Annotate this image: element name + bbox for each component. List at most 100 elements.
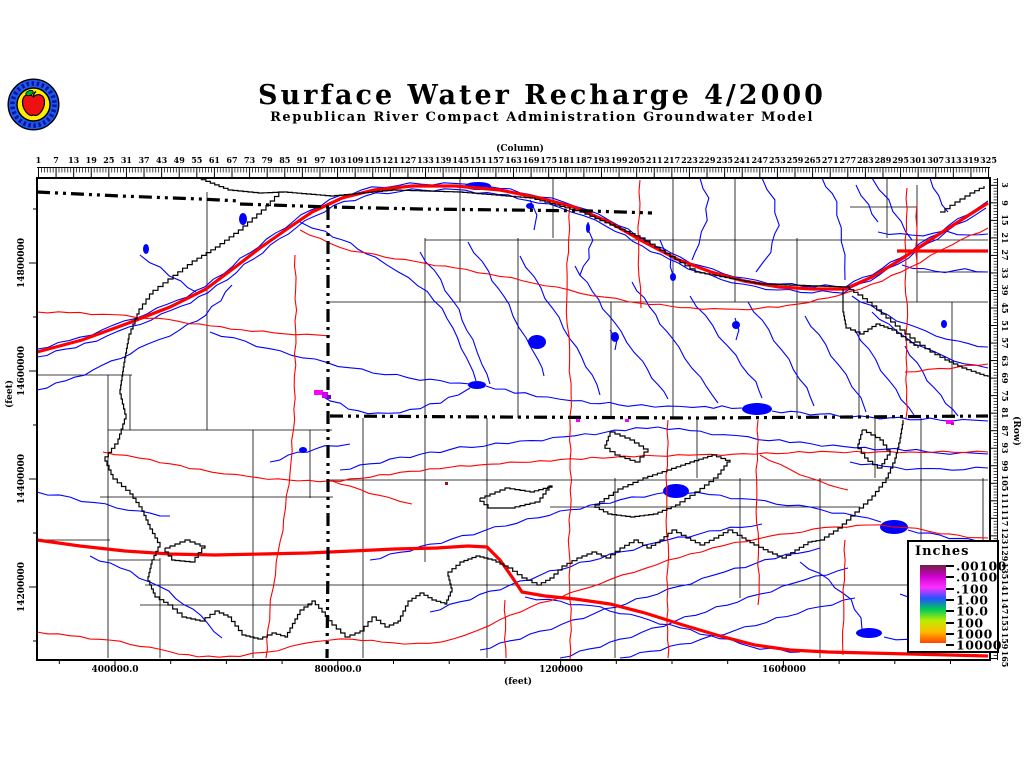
legend-tick <box>946 598 954 601</box>
highways-layer <box>37 179 989 660</box>
column-tick-label: 187 <box>575 155 593 165</box>
page-title: Surface Water Recharge 4/2000 <box>258 80 826 111</box>
column-tick-label: 133 <box>417 155 434 165</box>
column-tick-label: 265 <box>804 155 821 165</box>
column-tick-label: 145 <box>452 155 470 165</box>
column-tick-label: 25 <box>103 155 115 165</box>
legend-tick <box>946 576 954 579</box>
legend-entry-label: 100 <box>956 615 984 630</box>
column-tick-label: 163 <box>505 155 522 165</box>
legend-entry-label: 1000 <box>956 626 993 642</box>
column-tick-label: 319 <box>962 155 980 165</box>
column-tick-label: 151 <box>469 155 487 165</box>
bottom-axis-title: (feet) <box>504 677 532 687</box>
column-tick-label: 313 <box>944 155 962 165</box>
column-tick-label: 157 <box>487 155 505 165</box>
column-tick-label: 241 <box>733 155 751 165</box>
bottom-axis-tick-label: 400000.0 <box>91 665 139 675</box>
column-tick-label: 37 <box>138 155 150 165</box>
row-tick-label: 21 <box>1000 232 1010 244</box>
column-tick-label: 211 <box>645 155 663 165</box>
left-axis-tick-label: 14400000 <box>17 453 27 505</box>
row-tick-label: 81 <box>1000 407 1010 419</box>
map-frame <box>36 177 991 661</box>
legend-entry-label: .0100 <box>956 569 998 585</box>
column-tick-label: 115 <box>364 155 382 165</box>
legend-entry-label: 10000 <box>956 637 1002 653</box>
row-tick-label: 93 <box>1000 442 1010 454</box>
column-tick-label: 175 <box>540 155 558 165</box>
legend-tick <box>946 587 954 590</box>
column-tick-label: 295 <box>892 155 909 165</box>
column-tick-label: 127 <box>399 155 417 165</box>
column-axis-title: (Column) <box>496 144 544 154</box>
row-tick-label: 117 <box>1000 509 1010 527</box>
row-tick-label: 153 <box>1000 615 1010 632</box>
column-tick-label: 7 <box>53 155 59 165</box>
column-tick-label: 61 <box>208 155 220 165</box>
row-tick-label: 39 <box>1000 284 1010 297</box>
column-tick-label: 97 <box>314 155 326 165</box>
legend-tick <box>946 610 954 613</box>
row-tick-label: 123 <box>1000 527 1010 545</box>
column-tick-label: 199 <box>610 155 628 165</box>
column-tick-label: 283 <box>857 155 874 165</box>
row-tick-label: 51 <box>1000 319 1010 332</box>
column-tick-label: 67 <box>226 155 238 165</box>
column-tick-label: 247 <box>751 155 769 165</box>
column-tick-label: 19 <box>85 155 97 165</box>
row-tick-label: 3 <box>1000 182 1010 189</box>
row-tick-label: 27 <box>1000 249 1010 261</box>
row-tick-label: 99 <box>1000 460 1010 472</box>
column-tick-label: 325 <box>980 155 997 165</box>
bottom-axis-tick-label: 1200000 <box>539 665 583 675</box>
row-tick-label: 45 <box>1000 302 1010 314</box>
column-tick-label: 193 <box>593 155 610 165</box>
legend-entry-label: 1.00 <box>956 592 989 608</box>
column-tick-label: 277 <box>839 155 857 165</box>
column-tick-label: 139 <box>434 155 452 165</box>
column-tick-label: 103 <box>329 155 346 165</box>
column-tick-label: 229 <box>698 155 716 165</box>
row-tick-label: 87 <box>1000 425 1010 437</box>
state-borders-layer <box>37 190 989 659</box>
legend-tick <box>946 621 954 624</box>
column-tick-label: 301 <box>909 155 927 165</box>
recharge-cells-layer <box>314 390 954 485</box>
column-tick-label: 55 <box>191 155 203 165</box>
column-tick-label: 49 <box>173 155 185 165</box>
row-tick-label: 57 <box>1000 337 1010 349</box>
row-tick-label: 111 <box>1000 492 1010 510</box>
left-axis-tick-label: 14600000 <box>17 345 27 397</box>
column-tick-label: 169 <box>522 155 540 165</box>
row-tick-label: 147 <box>1000 597 1010 615</box>
column-tick-label: 235 <box>716 155 733 165</box>
left-axis-title: (feet) <box>5 380 15 408</box>
column-tick-label: 121 <box>381 155 399 165</box>
row-tick-label: 105 <box>1000 474 1010 492</box>
column-tick-label: 1 <box>35 155 42 165</box>
column-tick-label: 13 <box>68 155 80 165</box>
rrca-apple-seal-logo <box>7 78 60 131</box>
column-tick-label: 307 <box>927 155 945 165</box>
column-tick-label: 181 <box>557 155 575 165</box>
column-tick-label: 223 <box>681 155 698 165</box>
row-axis-title: (Row) <box>1011 416 1021 446</box>
leaf-icon <box>25 89 34 97</box>
column-tick-label: 217 <box>663 155 681 165</box>
bottom-axis-tick-label: 1600000 <box>762 665 806 675</box>
row-tick-label: 165 <box>1000 650 1010 667</box>
legend-entry-label: 10.0 <box>956 603 989 619</box>
column-tick-label: 271 <box>821 155 839 165</box>
model-boundary-layer <box>104 178 989 640</box>
column-tick-label: 253 <box>769 155 786 165</box>
page-subtitle: Republican River Compact Administration … <box>270 110 814 125</box>
column-tick-label: 205 <box>628 155 646 165</box>
column-tick-label: 73 <box>244 155 256 165</box>
legend-color-ramp <box>920 565 946 643</box>
row-tick-label: 69 <box>1000 372 1010 384</box>
column-tick-label: 91 <box>296 155 308 165</box>
column-tick-label: 79 <box>261 155 273 165</box>
